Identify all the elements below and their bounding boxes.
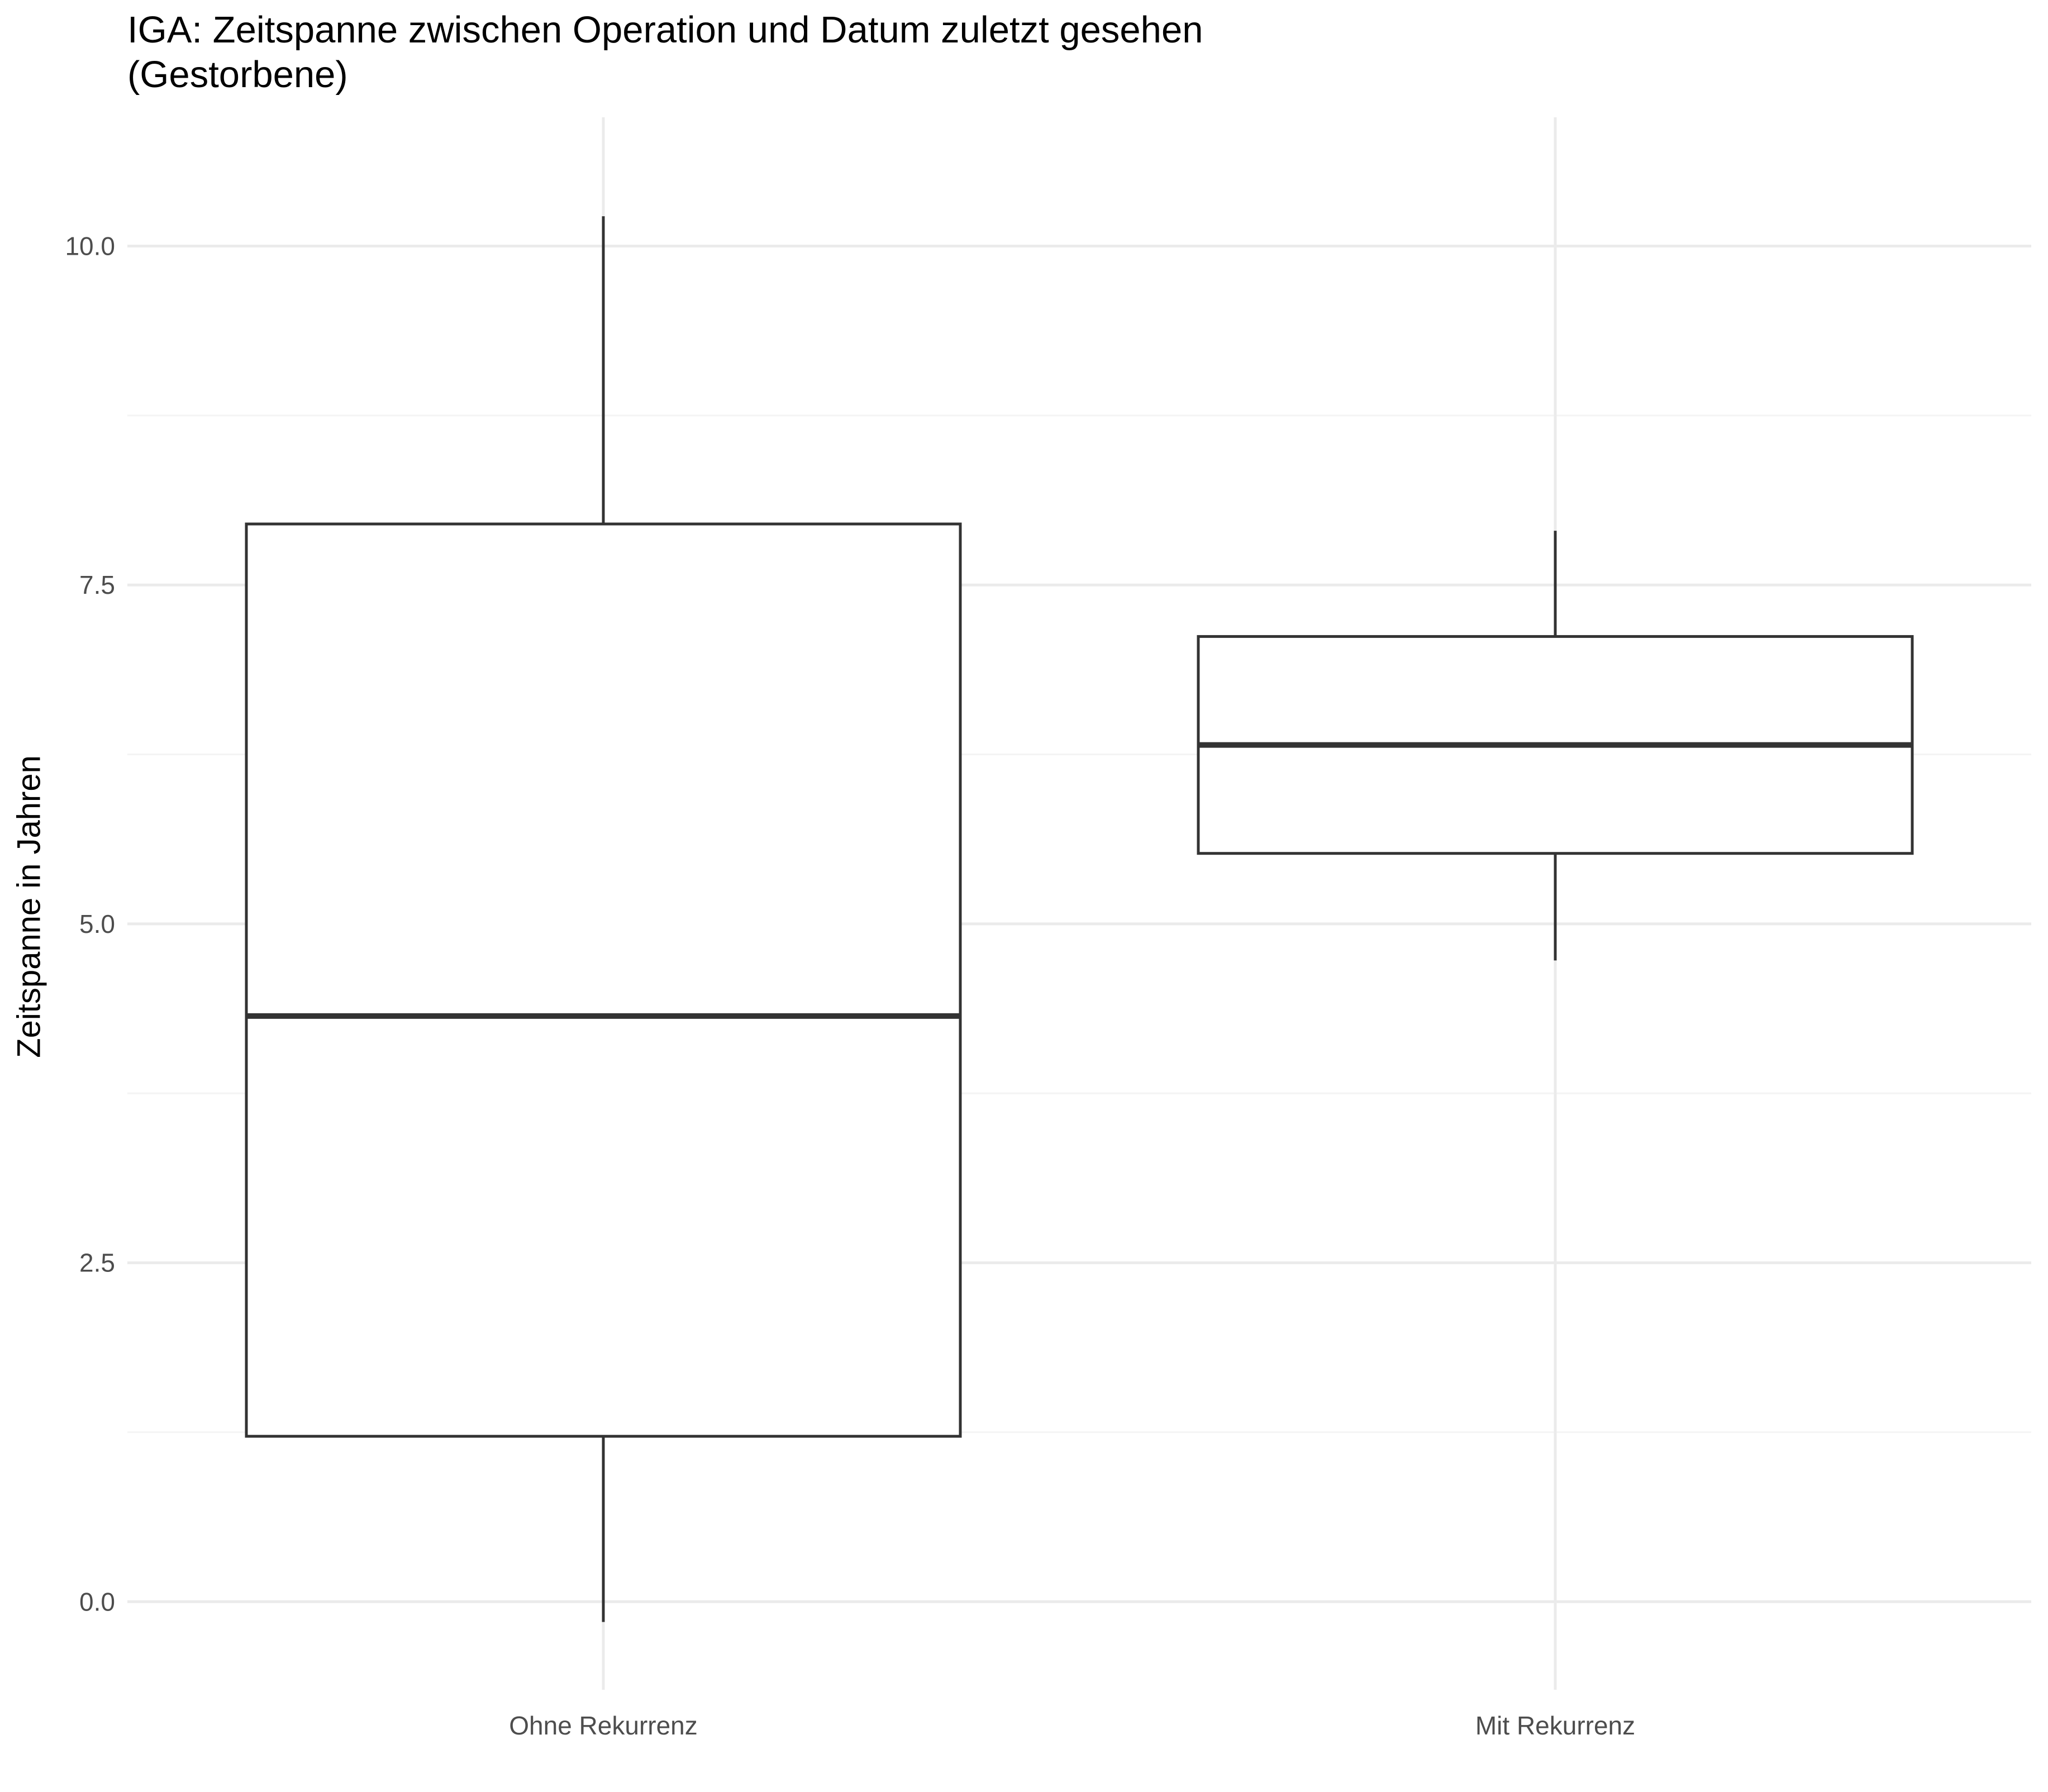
boxplot-mit-rekurrenz — [1197, 531, 1914, 961]
y-tick-label: 10.0 — [65, 232, 115, 261]
boxplot-ohne-rekurrenz — [245, 216, 962, 1622]
box-iqr — [245, 522, 962, 1438]
y-tick-label: 7.5 — [79, 570, 115, 599]
x-tick-label: Ohne Rekurrenz — [509, 1711, 698, 1740]
chart-title-line-1: IGA: Zeitspanne zwischen Operation und D… — [127, 9, 1203, 51]
box-series — [245, 216, 1914, 1622]
chart-title-line-2: (Gestorbene) — [127, 54, 348, 96]
y-tick-label: 5.0 — [79, 909, 115, 938]
chart-title: IGA: Zeitspanne zwischen Operation und D… — [127, 8, 1971, 97]
y-tick-label: 0.0 — [79, 1587, 115, 1616]
x-axis-ticks: Ohne Rekurrenz Mit Rekurrenz — [509, 1711, 1635, 1740]
x-tick-label: Mit Rekurrenz — [1475, 1711, 1635, 1740]
y-tick-label: 2.5 — [79, 1248, 115, 1278]
y-axis-ticks: 0.0 2.5 5.0 7.5 10.0 — [65, 232, 115, 1617]
